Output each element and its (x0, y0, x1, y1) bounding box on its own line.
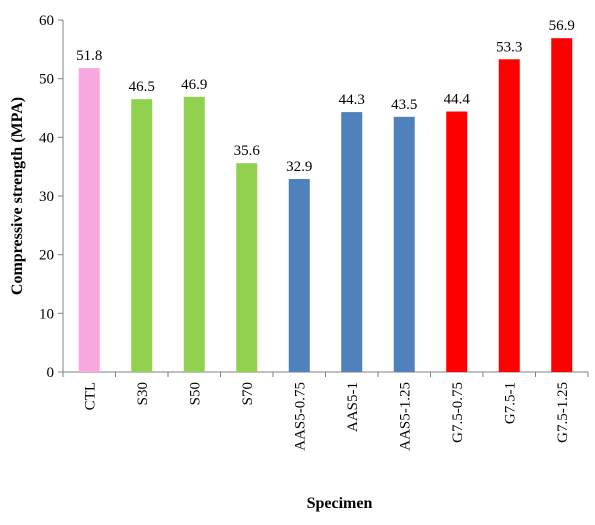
bar-g7-5-1 (498, 59, 520, 372)
y-tick-label: 10 (39, 306, 54, 322)
bar-aas5-0-75 (288, 178, 310, 372)
bar-s30 (131, 99, 153, 372)
bar-s70 (236, 163, 258, 372)
data-label: 43.5 (391, 97, 417, 113)
x-category-label: G7.5-1.25 (555, 382, 571, 443)
data-label: 46.5 (129, 79, 155, 95)
x-axis-title: Specimen (307, 495, 373, 512)
y-tick-label: 60 (39, 13, 54, 29)
y-ticks: 0 10 20 30 40 50 60 (39, 13, 589, 381)
bar-g7-5-1-25 (551, 38, 573, 372)
y-tick-label: 30 (39, 189, 54, 205)
x-category-label: AAS5-0.75 (292, 382, 308, 451)
data-label: 53.3 (496, 39, 522, 55)
bars (78, 38, 573, 373)
x-category-label: S70 (240, 382, 256, 405)
bar-aas5-1 (341, 112, 363, 373)
y-tick-label: 40 (39, 130, 54, 146)
data-label: 44.3 (339, 92, 365, 108)
x-category-label: AAS5-1 (345, 382, 361, 432)
x-category-label: AAS5-1.25 (397, 382, 413, 451)
y-axis-title: Compressive strength (MPA) (9, 97, 26, 295)
data-labels: 51.8 46.5 46.9 35.6 32.9 44.3 43.5 44.4 53.3 56.9 (76, 18, 575, 175)
x-category-labels: CTL S30 S50 S70 AAS5-0.75 AAS5-1 AAS5-1.25 G7.5… (82, 382, 571, 451)
bar-s50 (183, 96, 205, 372)
x-category-label: S30 (135, 382, 151, 405)
x-category-label: G7.5-1 (502, 382, 518, 424)
data-label: 46.9 (181, 77, 207, 93)
bar-g7-5-0-75 (446, 111, 468, 373)
y-tick-label: 50 (39, 72, 54, 88)
data-label: 32.9 (286, 159, 312, 175)
y-tick-label: 20 (39, 248, 54, 264)
bar-aas5-1-25 (393, 116, 415, 372)
x-category-label: G7.5-0.75 (450, 382, 466, 443)
data-label: 51.8 (76, 48, 102, 64)
data-label: 44.4 (444, 92, 471, 108)
x-category-label: CTL (82, 382, 98, 410)
bar-ctl (78, 68, 100, 373)
x-category-label: S50 (187, 382, 203, 405)
data-label: 56.9 (549, 18, 575, 34)
data-label: 35.6 (234, 143, 261, 159)
y-tick-label: 0 (47, 365, 55, 381)
